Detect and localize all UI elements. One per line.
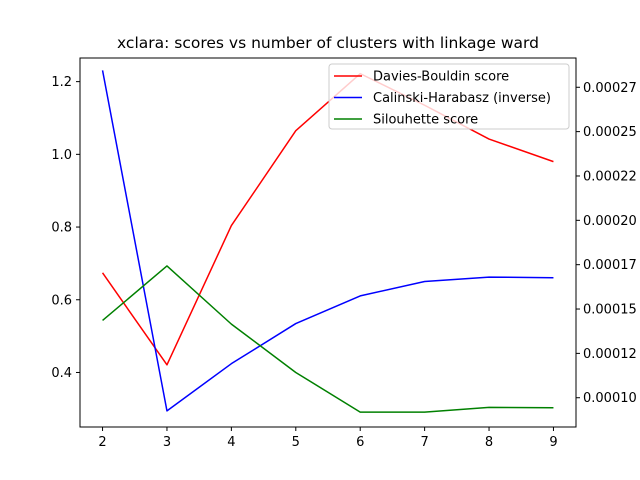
x-tick-label: 9 <box>549 435 557 450</box>
legend-frame <box>328 63 570 130</box>
y-right-tick-label: 0.00012 <box>583 347 637 362</box>
y-right-tick-label: 0.00010 <box>583 391 637 406</box>
y-left-tick-label: 0.8 <box>51 221 72 236</box>
y-right-tick-label: 0.00017 <box>583 258 637 273</box>
series-layer <box>101 70 554 413</box>
legend-label: Davies-Bouldin score <box>373 70 509 85</box>
x-tick-label: 3 <box>163 435 171 450</box>
x-tick-label: 7 <box>420 435 428 450</box>
x-tick-label: 8 <box>485 435 493 450</box>
legend-label: Calinski-Harabasz (inverse) <box>373 91 551 106</box>
y-left-tick-label: 0.4 <box>51 366 72 381</box>
y-left-tick-label: 1.0 <box>51 148 72 163</box>
plot-frame <box>79 57 577 428</box>
series-line-davies-bouldin-score <box>101 72 554 366</box>
legend: Davies-Bouldin score Calinski-Harabasz (i… <box>328 63 570 130</box>
y-right-tick-label: 0.00027 <box>583 81 637 96</box>
y-right-tick-label: 0.00015 <box>583 303 637 318</box>
y-right-tick-label: 0.00020 <box>583 214 637 229</box>
legend-items: Davies-Bouldin score Calinski-Harabasz (i… <box>334 70 551 128</box>
y-left-tick-label: 0.6 <box>51 293 72 308</box>
axes-layer: 2 3 4 5 6 7 8 9 0.4 0.6 0.8 1.0 1.2 0.00010 0.00012 0.0… <box>51 75 636 450</box>
x-tick-label: 5 <box>292 435 300 450</box>
y-right-tick-label: 0.00022 <box>583 169 637 184</box>
x-tick-label: 2 <box>98 435 106 450</box>
legend-label: Silouhette score <box>373 113 478 128</box>
x-tick-label: 6 <box>356 435 364 450</box>
series-line-calinski-harabasz-inverse <box>101 70 554 412</box>
chart-title: xclara: scores vs number of clusters wit… <box>117 34 539 52</box>
series-line-silouhette-score <box>102 265 554 413</box>
y-right-tick-label: 0.00025 <box>583 125 637 140</box>
x-tick-label: 4 <box>227 435 235 450</box>
y-left-tick-label: 1.2 <box>51 75 72 90</box>
